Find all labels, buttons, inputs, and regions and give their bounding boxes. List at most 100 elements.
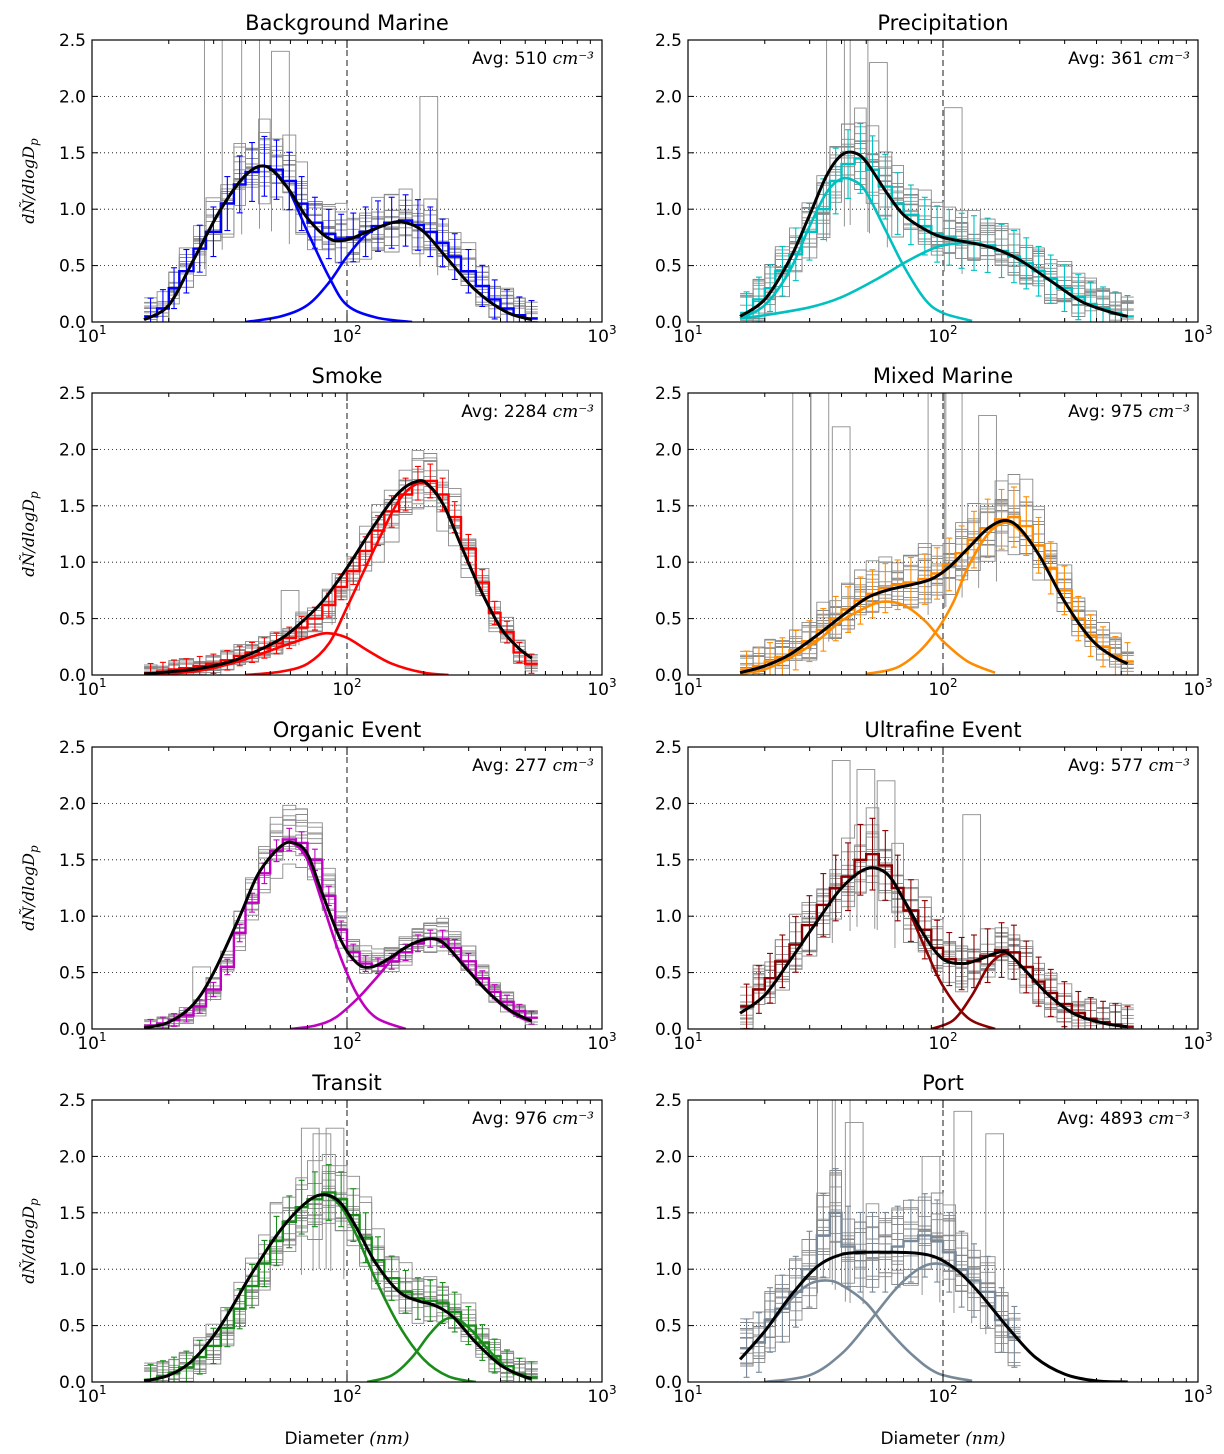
y-tick-label: 2.5 <box>59 1091 86 1111</box>
sample-curve <box>312 1133 332 1271</box>
plot-area <box>739 760 1134 1029</box>
x-tick-label: 103 <box>587 323 616 347</box>
sample-curve <box>241 40 260 235</box>
y-tick-label: 1.5 <box>59 1204 86 1224</box>
x-tick-label: 101 <box>673 1030 702 1054</box>
average-annotation: Avg: 510 cm⁻³ <box>472 49 594 69</box>
sample-curve <box>876 780 896 949</box>
x-tick-label: 101 <box>77 676 106 700</box>
x-axis-label: Diameter (nm) <box>284 1429 409 1449</box>
sample-curve <box>144 1204 538 1380</box>
mode1-fit <box>739 600 996 675</box>
x-tick-label: 102 <box>928 323 957 347</box>
mode2-fit <box>865 521 1129 675</box>
total-fit <box>143 840 533 1029</box>
y-tick-label: 0.0 <box>655 1373 682 1393</box>
sample-curve <box>978 415 997 588</box>
y-tick-label: 1.0 <box>59 553 86 573</box>
sample-curve <box>144 459 538 675</box>
sample-curve <box>144 1153 538 1382</box>
x-tick-label: 103 <box>1183 676 1212 700</box>
average-annotation: Avg: 361 cm⁻³ <box>1068 49 1190 69</box>
sample-curve <box>325 1127 345 1280</box>
y-tick-label: 1.0 <box>655 907 682 927</box>
plot-area <box>143 804 538 1029</box>
y-tick-label: 0.5 <box>655 964 682 984</box>
total-fit <box>143 1193 533 1382</box>
y-tick-label: 2.0 <box>59 794 86 814</box>
panel-precipitation: 0.0 0.5 1.0 1.5 2.0 2.5 101 102 103 Precipitation… <box>655 11 1213 347</box>
y-tick-label: 1.0 <box>655 553 682 573</box>
sample-curve <box>300 1127 320 1275</box>
y-tick-label: 0.0 <box>59 1373 86 1393</box>
y-tick-label: 0.5 <box>59 1317 86 1337</box>
sample-curve <box>144 450 538 675</box>
y-tick-label: 1.0 <box>59 1260 86 1280</box>
y-tick-label: 2.0 <box>59 440 86 460</box>
x-tick-label: 102 <box>332 323 361 347</box>
sample-curve <box>144 460 538 675</box>
plot-area <box>143 40 538 322</box>
panel-title: Ultrafine Event <box>864 718 1021 742</box>
panel-mixed-marine: 0.0 0.5 1.0 1.5 2.0 2.5 101 102 103 Mixed Marine A… <box>655 364 1213 700</box>
x-tick-label: 101 <box>673 676 702 700</box>
sample-curve <box>943 393 963 608</box>
y-tick-label: 2.0 <box>655 87 682 107</box>
x-tick-label: 101 <box>77 1383 106 1407</box>
y-tick-label: 2.0 <box>655 1147 682 1167</box>
y-tick-label: 1.0 <box>59 907 86 927</box>
y-tick-label: 2.5 <box>655 31 682 51</box>
sample-curve <box>419 95 439 276</box>
sample-curve <box>144 863 538 1027</box>
sample-curve <box>271 50 290 245</box>
y-tick-label: 2.0 <box>655 440 682 460</box>
y-tick-label: 1.5 <box>59 851 86 871</box>
sample-curve <box>144 804 538 1023</box>
sample-curve <box>792 393 811 659</box>
y-tick-label: 0.5 <box>59 257 86 277</box>
sample-curve <box>844 1122 864 1305</box>
plot-area <box>143 450 538 675</box>
sample-curve <box>943 107 963 274</box>
x-tick-label: 103 <box>587 1030 616 1054</box>
x-tick-label: 103 <box>587 1383 616 1407</box>
x-tick-label: 101 <box>673 1383 702 1407</box>
y-tick-label: 2.5 <box>59 738 86 758</box>
panel-smoke: 0.0 0.5 1.0 1.5 2.0 2.5 101 102 103 Smoke Avg: 228… <box>18 364 617 700</box>
y-tick-label: 1.5 <box>655 1204 682 1224</box>
average-annotation: Avg: 2284 cm⁻³ <box>461 402 594 422</box>
panel-organic-event: 0.0 0.5 1.0 1.5 2.0 2.5 101 102 103 Organic Event… <box>18 718 617 1054</box>
sample-curve <box>144 1206 538 1382</box>
plot-area <box>738 1100 1128 1382</box>
y-tick-label: 1.5 <box>59 497 86 517</box>
y-tick-label: 0.0 <box>59 1020 86 1040</box>
y-tick-label: 0.0 <box>655 313 682 333</box>
sample-curve <box>869 62 888 248</box>
panel-title: Organic Event <box>273 718 422 742</box>
x-tick-label: 102 <box>332 676 361 700</box>
y-axis-label: dÑ/dlogDp <box>18 138 41 224</box>
x-tick-label: 102 <box>928 1030 957 1054</box>
sample-curve <box>856 769 876 929</box>
y-tick-label: 2.5 <box>655 1091 682 1111</box>
average-annotation: Avg: 976 cm⁻³ <box>472 1109 594 1129</box>
total-fit <box>143 164 533 322</box>
y-tick-label: 1.0 <box>655 200 682 220</box>
total-fit <box>738 1250 1128 1382</box>
sample-curve <box>203 40 223 270</box>
sample-curve <box>985 1133 1005 1352</box>
y-axis-label: dÑ/dlogDp <box>18 845 41 931</box>
y-tick-label: 1.0 <box>59 200 86 220</box>
y-tick-label: 2.5 <box>655 384 682 404</box>
y-tick-label: 2.5 <box>655 738 682 758</box>
y-tick-label: 1.5 <box>655 851 682 871</box>
x-tick-label: 102 <box>928 1383 957 1407</box>
plot-area <box>739 393 1134 675</box>
x-tick-label: 102 <box>928 676 957 700</box>
y-tick-label: 0.0 <box>59 666 86 686</box>
y-tick-label: 1.5 <box>655 144 682 164</box>
sample-curve <box>280 589 300 654</box>
x-tick-label: 103 <box>1183 323 1212 347</box>
panel-title: Background Marine <box>245 11 449 35</box>
x-tick-label: 101 <box>77 1030 106 1054</box>
